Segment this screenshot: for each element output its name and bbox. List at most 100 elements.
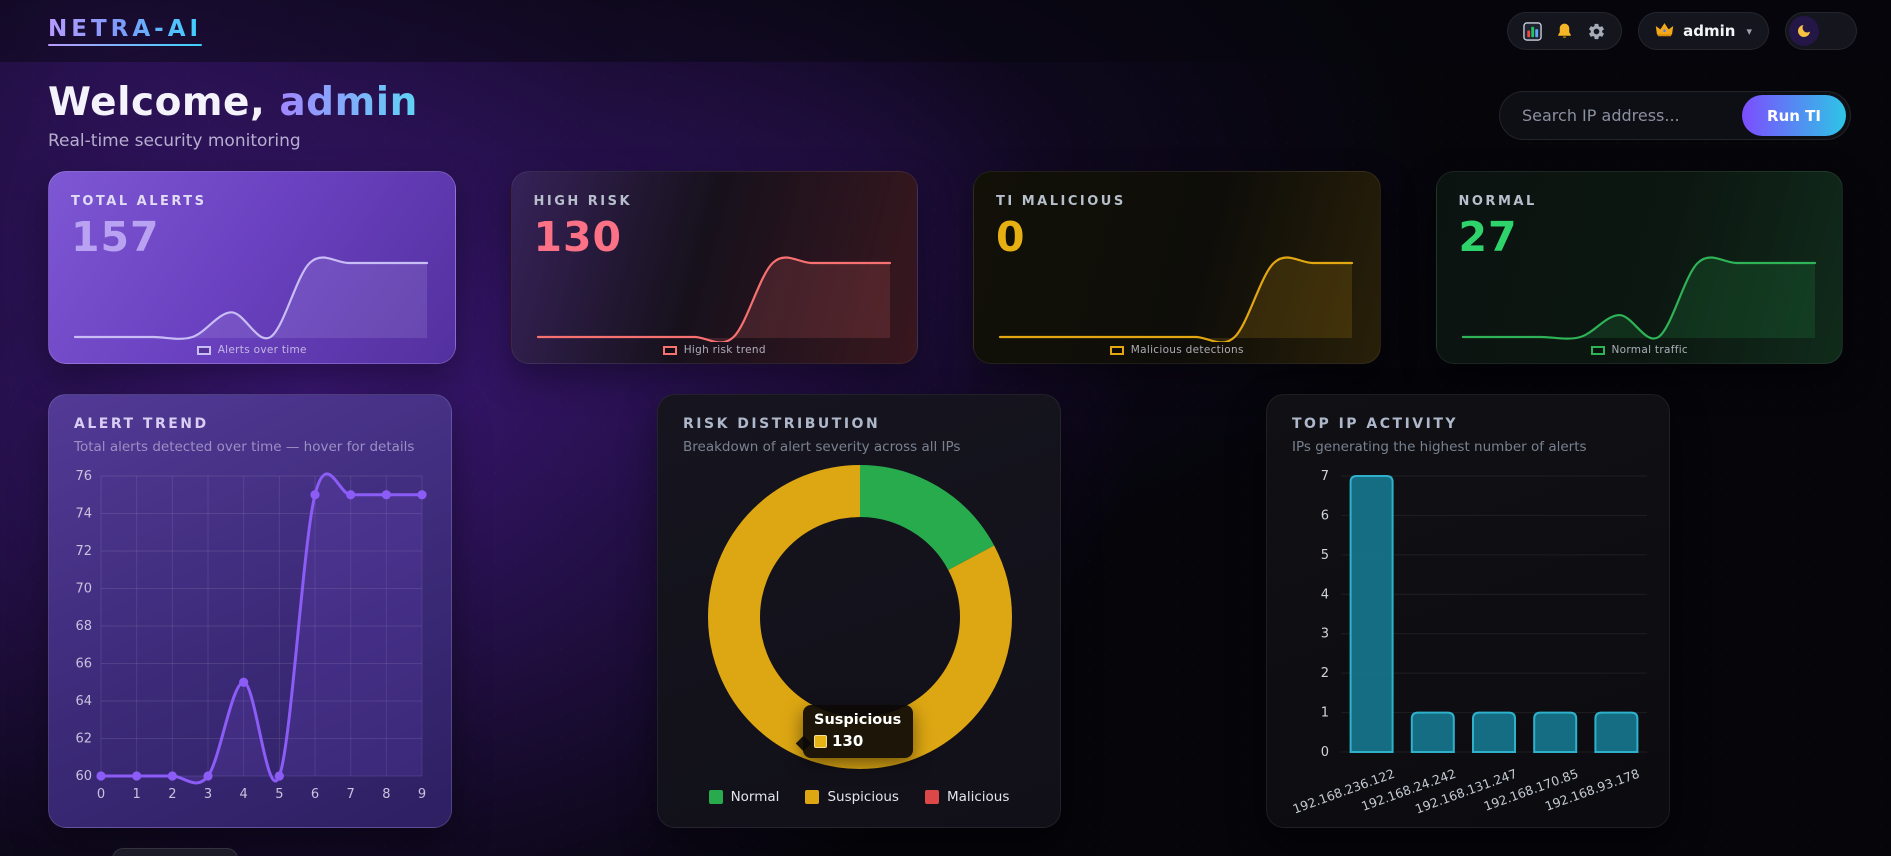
stat-cards-row: TOTAL ALERTS 157 Alerts over time HIGH R… xyxy=(48,171,1843,364)
svg-text:70: 70 xyxy=(75,582,92,597)
topbar-icon-group xyxy=(1507,12,1623,50)
username-label: admin xyxy=(1683,22,1736,40)
alert-trend-card: 60 62 64 66 68 70 72 74 76 0 1 2 3 4 5 6 7 8 9 ALERT TREND… xyxy=(48,394,452,828)
topbar: NETRA-AI admin ▾ xyxy=(0,0,1891,62)
svg-text:74: 74 xyxy=(75,507,92,522)
svg-text:66: 66 xyxy=(75,657,92,672)
stat-label: TI MALICIOUS xyxy=(996,194,1126,209)
chart-subtitle: Total alerts detected over time — hover … xyxy=(74,439,415,455)
legend-item-suspicious[interactable]: Suspicious xyxy=(805,789,899,805)
stat-value: 157 xyxy=(71,213,160,261)
svg-text:1: 1 xyxy=(1321,706,1329,721)
stat-value: 27 xyxy=(1458,213,1518,261)
alert-trend-chart[interactable]: 60 62 64 66 68 70 72 74 76 0 1 2 3 4 5 6 7 8 9 xyxy=(49,395,452,828)
legend-item-normal[interactable]: Normal xyxy=(708,789,779,805)
notifications-icon[interactable] xyxy=(1555,22,1574,41)
chart-title: RISK DISTRIBUTION xyxy=(683,416,881,432)
svg-text:6: 6 xyxy=(311,787,319,802)
svg-text:62: 62 xyxy=(75,732,92,747)
charts-row: 60 62 64 66 68 70 72 74 76 0 1 2 3 4 5 6 7 8 9 ALERT TREND… xyxy=(48,394,1843,828)
svg-text:5: 5 xyxy=(1321,548,1329,563)
hero-section: Welcome, admin Real-time security monito… xyxy=(48,80,1851,151)
donut-legend: Normal Suspicious Malicious xyxy=(658,789,1060,805)
svg-text:7: 7 xyxy=(347,787,355,802)
stat-card-high-risk: HIGH RISK 130 High risk trend xyxy=(510,171,918,364)
stat-label: HIGH RISK xyxy=(533,194,633,209)
sparkline-legend: Normal traffic xyxy=(1437,342,1843,358)
svg-text:4: 4 xyxy=(240,787,248,802)
chart-subtitle: Breakdown of alert severity across all I… xyxy=(683,439,961,455)
user-menu[interactable]: admin ▾ xyxy=(1638,12,1769,50)
svg-text:7: 7 xyxy=(1321,469,1329,484)
svg-text:2: 2 xyxy=(1321,666,1329,681)
stat-card-normal: NORMAL 27 Normal traffic xyxy=(1435,171,1843,364)
stat-card-total-alerts: TOTAL ALERTS 157 Alerts over time xyxy=(48,171,456,364)
theme-toggle[interactable] xyxy=(1785,12,1857,50)
moon-icon xyxy=(1798,25,1810,37)
username-highlight: admin xyxy=(279,80,418,125)
svg-text:64: 64 xyxy=(75,694,92,709)
svg-text:8: 8 xyxy=(382,787,390,802)
svg-text:9: 9 xyxy=(418,787,426,802)
chevron-down-icon: ▾ xyxy=(1746,24,1752,38)
sparkline-chart xyxy=(996,252,1358,342)
tooltip-value: 130 xyxy=(832,732,864,750)
cutoff-bottom-element[interactable] xyxy=(112,848,238,856)
chart-tooltip: Suspicious 130 xyxy=(803,705,914,758)
risk-distribution-chart[interactable] xyxy=(658,395,1061,828)
svg-text:68: 68 xyxy=(75,619,92,634)
page-title: Welcome, admin xyxy=(48,80,418,125)
stat-value: 0 xyxy=(996,213,1026,261)
settings-icon[interactable] xyxy=(1587,22,1606,41)
chart-title: TOP IP ACTIVITY xyxy=(1292,416,1459,432)
legend-swatch xyxy=(196,345,211,355)
svg-text:2: 2 xyxy=(168,787,176,802)
sparkline-legend: Malicious detections xyxy=(974,342,1380,358)
stat-card-ti-malicious: TI MALICIOUS 0 Malicious detections xyxy=(973,171,1381,364)
stat-label: NORMAL xyxy=(1458,194,1537,209)
svg-text:60: 60 xyxy=(75,769,92,784)
svg-text:76: 76 xyxy=(75,469,92,484)
legend-swatch xyxy=(662,345,677,355)
sparkline-chart xyxy=(534,252,896,342)
sparkline-chart xyxy=(1459,252,1821,342)
chart-title: ALERT TREND xyxy=(74,416,209,432)
sparkline-legend: Alerts over time xyxy=(49,342,455,358)
stat-label: TOTAL ALERTS xyxy=(71,194,207,209)
top-ip-activity-card: 0 1 2 3 4 5 6 7 192.168.236.122 192.168.24.242 192… xyxy=(1266,394,1670,828)
tooltip-swatch xyxy=(814,734,827,748)
legend-swatch xyxy=(1590,345,1605,355)
legend-swatch xyxy=(924,790,939,804)
svg-text:4: 4 xyxy=(1321,587,1329,602)
welcome-block: Welcome, admin Real-time security monito… xyxy=(48,80,418,151)
ip-search-bar: Run TI xyxy=(1499,91,1851,140)
svg-text:3: 3 xyxy=(1321,627,1329,642)
svg-text:1: 1 xyxy=(133,787,141,802)
legend-swatch xyxy=(708,790,723,804)
risk-distribution-card: RISK DISTRIBUTION Breakdown of alert sev… xyxy=(657,394,1061,828)
page-subtitle: Real-time security monitoring xyxy=(48,131,301,151)
search-input[interactable] xyxy=(1522,106,1743,125)
svg-text:5: 5 xyxy=(275,787,283,802)
svg-text:6: 6 xyxy=(1321,508,1329,523)
svg-text:72: 72 xyxy=(75,544,92,559)
top-ip-activity-chart[interactable]: 01234567192.168.236.122192.168.24.242192… xyxy=(1267,395,1670,828)
svg-text:3: 3 xyxy=(204,787,212,802)
stat-value: 130 xyxy=(533,213,623,261)
svg-text:0: 0 xyxy=(97,787,105,802)
sparkline-legend: High risk trend xyxy=(512,342,918,358)
legend-swatch xyxy=(805,790,820,804)
crown-icon xyxy=(1655,20,1674,43)
theme-toggle-knob xyxy=(1789,16,1819,46)
legend-item-malicious[interactable]: Malicious xyxy=(924,789,1009,805)
chart-subtitle: IPs generating the highest number of ale… xyxy=(1292,439,1587,455)
svg-text:0: 0 xyxy=(1321,745,1329,760)
tooltip-title: Suspicious xyxy=(814,712,902,728)
run-ti-button[interactable]: Run TI xyxy=(1742,95,1846,136)
sparkline-chart xyxy=(71,252,433,342)
app-logo[interactable]: NETRA-AI xyxy=(48,16,203,46)
legend-swatch xyxy=(1109,345,1124,355)
topbar-actions: admin ▾ xyxy=(1507,12,1857,50)
analytics-icon[interactable] xyxy=(1523,21,1542,41)
